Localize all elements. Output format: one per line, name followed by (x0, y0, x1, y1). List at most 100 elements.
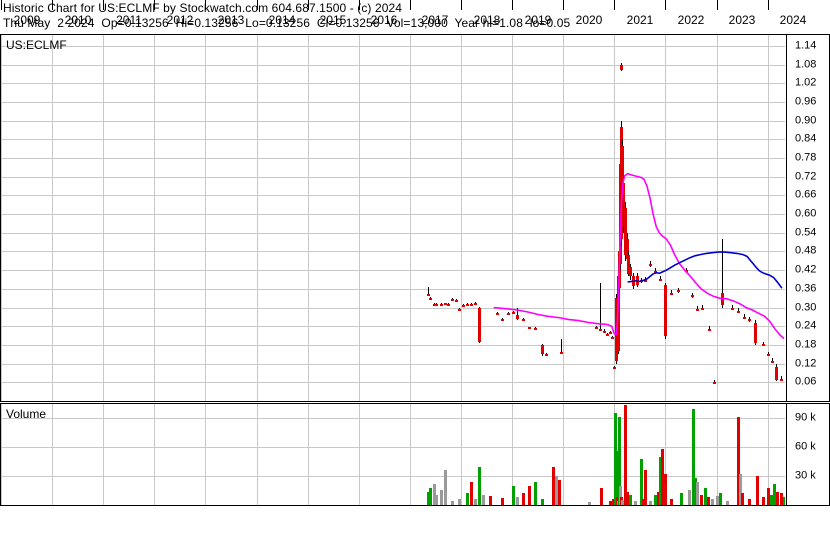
price-bar-body (433, 304, 436, 306)
year-gridline (410, 35, 411, 401)
price-bar-body (512, 312, 515, 314)
volume-bar (649, 501, 652, 505)
price-bar-body (654, 271, 657, 273)
volume-bar (588, 502, 591, 505)
volume-bar (615, 451, 618, 505)
volume-bar (501, 498, 504, 505)
volume-plot-area[interactable] (1, 404, 785, 505)
year-tick (512, 0, 513, 10)
year-tick (614, 0, 615, 10)
volume-panel (0, 403, 830, 506)
price-bar-body (534, 328, 537, 330)
price-axis-label: 0.06 (795, 375, 817, 388)
volume-bar (680, 493, 683, 505)
price-axis-label: 0.18 (795, 338, 817, 351)
volume-bar (642, 499, 645, 505)
price-bar-body (629, 267, 632, 276)
price-bar-wick (744, 314, 745, 319)
year-tick (103, 0, 104, 10)
price-gridline (1, 382, 785, 383)
volume-bar (435, 495, 438, 505)
year-tick (308, 0, 309, 10)
year-gridline (154, 404, 155, 505)
volume-bar (534, 482, 537, 505)
price-bar-body (429, 298, 432, 300)
price-bar-body (659, 279, 662, 281)
price-bar-wick (428, 287, 429, 295)
volume-bar (776, 492, 779, 505)
volume-bar (429, 488, 432, 505)
volume-bar (739, 474, 742, 505)
price-bar-body (775, 367, 778, 380)
year-axis-label: 2009 (13, 13, 41, 27)
price-bar-body (507, 313, 510, 315)
price-bar-body (458, 309, 461, 311)
volume-bar (659, 457, 662, 505)
year-tick (461, 0, 462, 10)
volume-bar (694, 478, 697, 505)
price-axis-label: 0.12 (795, 357, 817, 370)
year-axis-label: 2010 (64, 13, 92, 27)
volume-bar (688, 490, 691, 505)
price-axis-label: 0.48 (795, 244, 817, 257)
price-bar-wick (561, 339, 562, 354)
volume-bar (451, 501, 454, 505)
year-tick (154, 0, 155, 10)
price-bar-body (644, 280, 647, 282)
price-bar-body (731, 308, 734, 310)
price-bar-body (474, 303, 477, 305)
price-bar-body (470, 304, 473, 306)
year-gridline (563, 404, 564, 505)
price-bar-body (713, 382, 716, 384)
volume-bar (552, 467, 555, 505)
year-axis-label: 2023 (728, 13, 756, 27)
year-axis-label: 2019 (524, 13, 552, 27)
price-bar-body (754, 323, 757, 343)
price-bar-body (696, 309, 699, 311)
price-plot-area[interactable] (1, 35, 785, 401)
year-axis-label: 2018 (473, 13, 501, 27)
price-bar-wick (660, 276, 661, 281)
year-axis-label: 2016 (370, 13, 398, 27)
price-bar-body (478, 308, 481, 342)
volume-axis-label: 90 k (795, 411, 816, 424)
volume-axis-label: 30 k (795, 469, 816, 482)
volume-bar (756, 476, 759, 505)
price-gridline (1, 65, 785, 66)
price-bar-body (427, 294, 430, 296)
price-bar-body (613, 367, 616, 369)
year-gridline (461, 404, 462, 505)
price-panel-label: US:ECLMF (6, 38, 67, 52)
volume-bar (664, 474, 667, 505)
year-axis-label: 2015 (319, 13, 347, 27)
volume-bar (692, 409, 695, 505)
year-axis-label: 2013 (217, 13, 245, 27)
chart-quote-line: Thu May 2 2024 Op=0.13256 Hi=0.13256 Lo=… (3, 16, 571, 30)
volume-bar (444, 470, 447, 505)
price-axis-label: 0.84 (795, 132, 817, 145)
volume-gridline (1, 476, 785, 477)
price-gridline (1, 233, 785, 234)
volume-bar (770, 495, 773, 505)
price-axis-label: 0.72 (795, 170, 817, 183)
volume-bar (458, 499, 461, 505)
year-gridline (257, 35, 258, 401)
price-axis-label: 0.96 (795, 95, 817, 108)
year-tick (205, 0, 206, 10)
year-gridline (52, 35, 53, 401)
price-bar-wick (600, 283, 601, 330)
volume-bar (629, 495, 632, 505)
year-gridline (410, 404, 411, 505)
price-bar-body (603, 331, 606, 333)
volume-bar (541, 499, 544, 505)
year-gridline (52, 404, 53, 505)
price-bar-body (545, 354, 548, 356)
year-axis-label: 2021 (626, 13, 654, 27)
year-gridline (563, 35, 564, 401)
price-axis-label: 1.14 (795, 39, 817, 52)
year-gridline (768, 404, 769, 505)
year-gridline (103, 35, 104, 401)
price-axis-label: 0.78 (795, 151, 817, 164)
price-bar-body (447, 304, 450, 306)
volume-y-axis: 90 k 60 k 30 k (786, 404, 829, 505)
